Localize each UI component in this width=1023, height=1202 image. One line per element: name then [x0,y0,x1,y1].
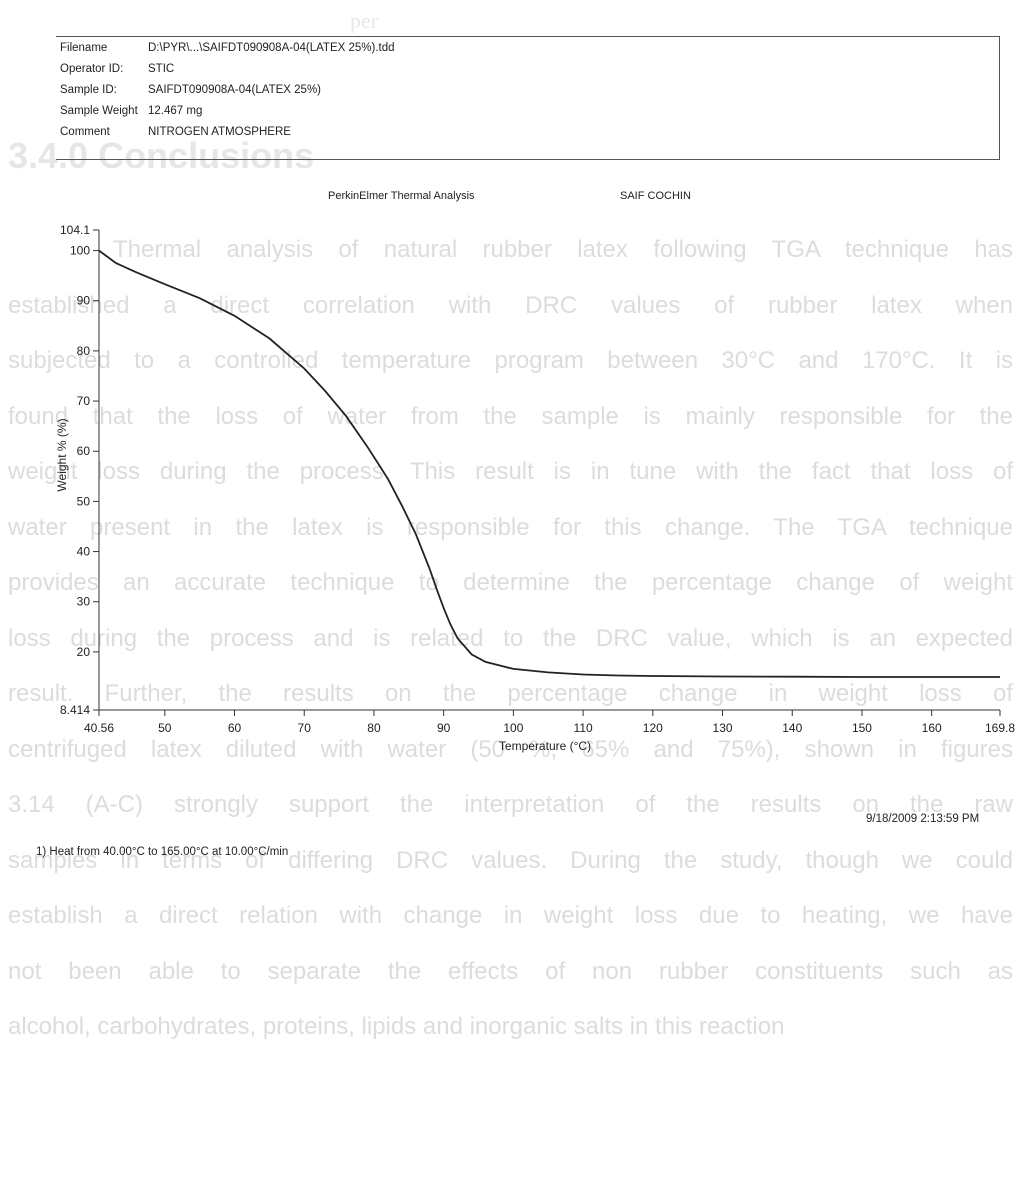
filename-value: D:\PYR\...\SAIFDT090908A-04(LATEX 25%).t… [148,42,395,54]
x-tick-label: 120 [643,721,663,735]
x-tick-label: 150 [852,721,872,735]
weight-loss-curve [98,249,1000,678]
sample-weight-value: 12.467 mg [148,105,203,117]
sample-weight-label: Sample Weight [60,105,138,117]
x-tick-label: 100 [503,721,523,735]
operator-label: Operator ID: [60,63,124,75]
y-tick-label: 100 [70,244,90,258]
y-tick-label: 80 [77,344,91,358]
chart-ticks [93,229,1001,716]
x-axis-label: Temperature (°C) [499,739,591,753]
x-tick-label: 160 [922,721,942,735]
x-tick-label: 90 [437,721,451,735]
operator-value: STIC [148,63,175,75]
y-tick-label: 104.1 [60,223,90,237]
sample-id-label: Sample ID: [60,84,117,96]
chart-tick-labels: 40.56 50 60 70 80 90 100 110 120 130 140 150 160 169.… [60,223,1015,735]
instrument-name: PerkinElmer Thermal Analysis [328,190,475,202]
comment-label: Comment [60,126,110,138]
x-tick-label: 110 [574,721,593,735]
comment-row: Comment NITROGEN ATMOSPHERE [60,126,291,138]
filename-row: Filename D:\PYR\...\SAIFDT090908A-04(LAT… [60,42,395,54]
x-tick-label: 169.8 [985,721,1015,735]
x-tick-label: 50 [158,721,172,735]
run-timestamp: 9/18/2009 2:13:59 PM [866,813,980,825]
y-tick-label: 90 [77,294,91,308]
comment-value: NITROGEN ATMOSPHERE [148,126,291,138]
y-tick-label: 40 [77,545,91,559]
x-tick-label: 140 [782,721,802,735]
x-tick-label: 70 [298,721,312,735]
x-tick-label: 80 [367,721,381,735]
y-axis-label: Weight % (%) [55,418,69,491]
y-tick-label: 8.414 [60,703,90,717]
x-tick-label: 60 [228,721,242,735]
sample-weight-row: Sample Weight 12.467 mg [60,105,202,117]
chart-axes [98,230,1000,711]
x-tick-label: 130 [713,721,733,735]
sample-id-value: SAIFDT090908A-04(LATEX 25%) [148,84,322,96]
x-tick-label: 40.56 [84,721,114,735]
y-tick-label: 70 [77,394,91,408]
filename-label: Filename [60,42,108,54]
heating-method: 1) Heat from 40.00°C to 165.00°C at 10.0… [36,846,289,858]
sample-id-row: Sample ID: SAIFDT090908A-04(LATEX 25%) [60,84,321,96]
y-tick-label: 50 [77,494,91,508]
y-tick-label: 30 [77,595,91,609]
metadata-box [56,36,1000,160]
lab-name: SAIF COCHIN [620,190,691,202]
y-tick-label: 20 [77,645,91,659]
y-tick-label: 60 [77,444,91,458]
operator-row: Operator ID: STIC [60,63,174,75]
